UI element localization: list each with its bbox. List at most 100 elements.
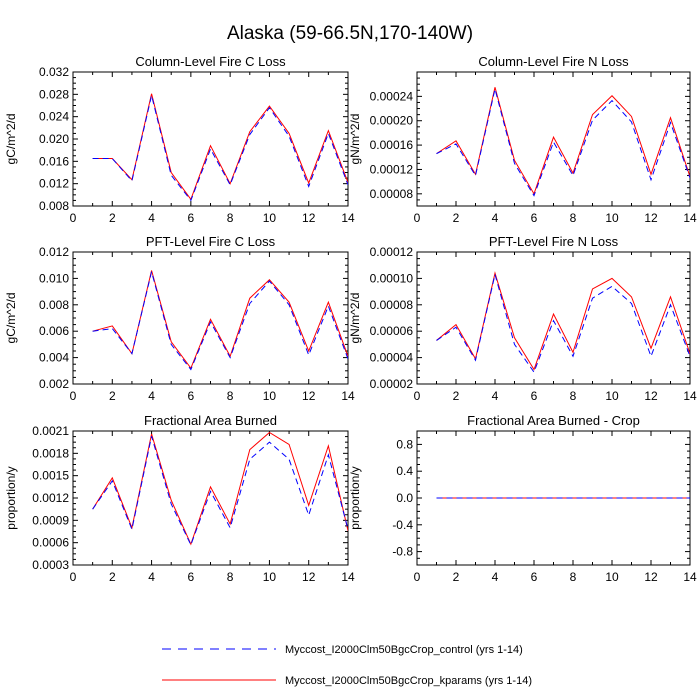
x-tick-label: 2 (109, 211, 116, 225)
x-tick-label: 14 (341, 570, 355, 584)
legend-control-label: Myccost_I2000Clm50BgcCrop_control (yrs 1… (285, 644, 523, 656)
y-tick-label: 0.0 (396, 491, 413, 505)
y-tick-label: 0.00006 (370, 324, 414, 338)
x-tick-label: 10 (263, 389, 277, 403)
x-tick-label: 4 (492, 389, 499, 403)
legend-kparams-label: Myccost_I2000Clm50BgcCrop_kparams (yrs 1… (285, 675, 532, 687)
x-tick-label: 10 (263, 570, 277, 584)
y-axis-label: proportion/y (4, 466, 18, 529)
x-tick-label: 6 (531, 570, 538, 584)
x-tick-label: 6 (188, 211, 195, 225)
y-tick-label: 0.008 (39, 298, 69, 312)
y-tick-label: 0.024 (39, 110, 69, 124)
chart-panel-5: Fractional Area Burned - Crop 0 2 4 6 8 10 12 14… (348, 413, 697, 584)
x-tick-label: 4 (148, 570, 155, 584)
x-tick-label: 0 (70, 389, 77, 403)
x-tick-label: 6 (531, 389, 538, 403)
x-tick-label: 8 (227, 389, 234, 403)
x-tick-label: 8 (570, 389, 577, 403)
y-tick-label: 0.016 (39, 154, 69, 168)
panel-title: Column-Level Fire C Loss (135, 54, 286, 69)
y-tick-label: -0.8 (392, 545, 413, 559)
chart-panel-3: PFT-Level Fire N Loss 0 2 4 6 8 10 12 14 0.00002 0… (348, 234, 697, 403)
x-tick-label: 2 (109, 389, 116, 403)
y-tick-label: 0.028 (39, 87, 69, 101)
panel-title: PFT-Level Fire N Loss (489, 234, 619, 249)
x-tick-label: 8 (227, 211, 234, 225)
y-tick-label: 0.0003 (32, 558, 69, 572)
series-line-kparams (436, 271, 690, 371)
series-line-control (436, 88, 690, 197)
x-tick-label: 0 (70, 211, 77, 225)
y-tick-label: 0.020 (39, 132, 69, 146)
y-tick-label: 0.00012 (370, 245, 414, 259)
y-tick-label: 0.00004 (370, 351, 414, 365)
y-tick-label: 0.006 (39, 324, 69, 338)
x-tick-label: 12 (302, 211, 316, 225)
chart-panel-0: Column-Level Fire C Loss 0 2 4 6 8 10 12 14 0.008… (4, 54, 355, 225)
y-axis-label: gC/m^2/d (4, 114, 18, 165)
y-tick-label: 0.004 (39, 351, 69, 365)
y-axis-label: proportion/y (348, 466, 362, 529)
y-tick-label: 0.00008 (370, 298, 414, 312)
x-tick-label: 6 (188, 570, 195, 584)
x-tick-label: 6 (531, 211, 538, 225)
series-line-kparams (92, 270, 348, 370)
y-tick-label: 0.0009 (32, 513, 69, 527)
x-tick-label: 12 (644, 211, 658, 225)
x-tick-label: 6 (188, 389, 195, 403)
series-line-control (436, 274, 690, 374)
plot-frame (416, 251, 691, 385)
chart-panel-2: PFT-Level Fire C Loss 0 2 4 6 8 10 12 14 0.002 0.0… (4, 234, 355, 403)
y-tick-label: 0.00002 (370, 377, 414, 391)
x-tick-label: 0 (414, 570, 421, 584)
y-tick-label: 0.012 (39, 245, 69, 259)
x-tick-label: 0 (414, 211, 421, 225)
plot-frame (72, 251, 349, 385)
legend: Myccost_I2000Clm50BgcCrop_control (yrs 1… (162, 644, 532, 687)
x-tick-label: 8 (570, 570, 577, 584)
panel-title: Fractional Area Burned - Crop (467, 413, 640, 428)
x-tick-label: 8 (227, 570, 234, 584)
x-tick-label: 10 (263, 211, 277, 225)
x-tick-label: 10 (605, 211, 619, 225)
y-axis-label: gN/m^2/d (348, 114, 362, 165)
x-tick-label: 12 (302, 389, 316, 403)
y-tick-label: 0.00010 (370, 271, 414, 285)
y-axis-label: gN/m^2/d (348, 293, 362, 344)
x-tick-label: 8 (570, 211, 577, 225)
y-tick-label: 0.010 (39, 271, 69, 285)
y-tick-label: 0.0021 (32, 424, 69, 438)
y-tick-label: 0.00024 (370, 89, 414, 103)
x-tick-label: 14 (341, 211, 355, 225)
panel-title: PFT-Level Fire C Loss (146, 234, 276, 249)
panel-title: Fractional Area Burned (144, 413, 277, 428)
x-tick-label: 14 (683, 389, 697, 403)
y-tick-label: -0.4 (392, 518, 413, 532)
x-tick-label: 2 (453, 570, 460, 584)
x-tick-label: 12 (644, 389, 658, 403)
x-tick-label: 10 (605, 389, 619, 403)
y-axis-label: gC/m^2/d (4, 293, 18, 344)
panel-title: Column-Level Fire N Loss (478, 54, 629, 69)
series-line-control (92, 95, 348, 202)
x-tick-label: 2 (109, 570, 116, 584)
y-tick-label: 0.4 (396, 464, 413, 478)
x-tick-label: 10 (605, 570, 619, 584)
x-tick-label: 2 (453, 211, 460, 225)
figure-title: Alaska (59-66.5N,170-140W) (227, 23, 473, 44)
series-line-control (92, 271, 348, 371)
x-tick-label: 2 (453, 389, 460, 403)
x-tick-label: 14 (683, 211, 697, 225)
y-tick-label: 0.0018 (32, 446, 69, 460)
y-tick-label: 0.0006 (32, 536, 69, 550)
y-tick-label: 0.8 (396, 437, 413, 451)
x-tick-label: 4 (148, 211, 155, 225)
series-line-control (92, 436, 348, 547)
y-tick-label: 0.0012 (32, 491, 69, 505)
plot-frame (72, 71, 349, 207)
plot-frame (416, 71, 691, 207)
x-tick-label: 4 (148, 389, 155, 403)
y-tick-label: 0.008 (39, 199, 69, 213)
